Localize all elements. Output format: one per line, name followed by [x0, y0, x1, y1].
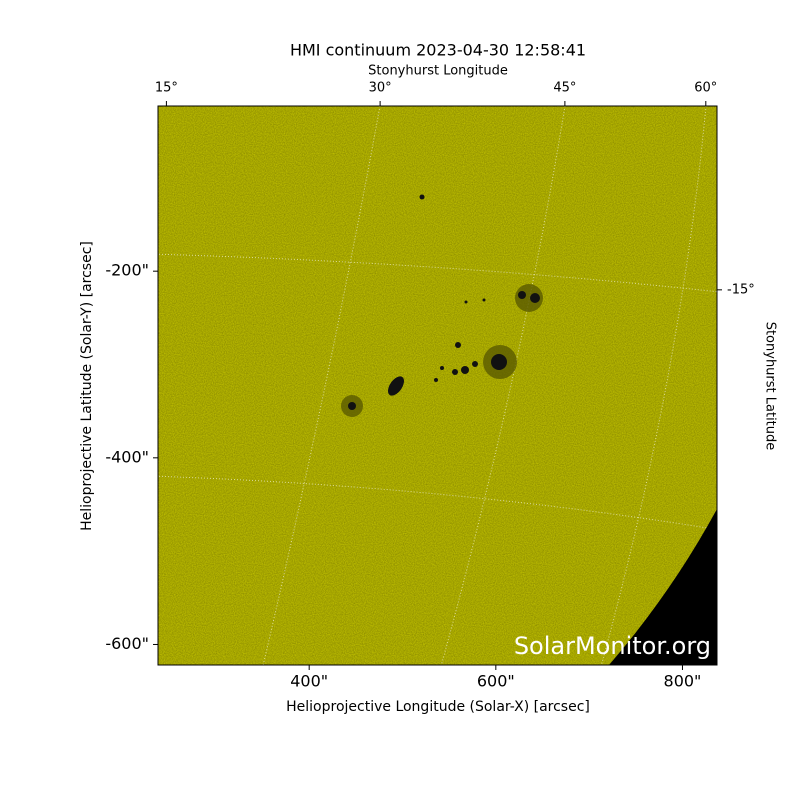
right-axis-label: Stonyhurst Latitude: [763, 322, 778, 451]
top-tick-label: 30°: [369, 81, 392, 96]
y-tick-label: -400": [105, 447, 149, 466]
top-axis-label: Stonyhurst Longitude: [368, 64, 508, 79]
y-tick-label: -200": [105, 261, 149, 280]
top-tick-label: 15°: [155, 81, 178, 96]
watermark: SolarMonitor.org: [514, 632, 711, 660]
grid: [158, 106, 717, 665]
y-tick-label: -600": [105, 634, 149, 653]
x-axis-label: Helioprojective Longitude (Solar-X) [arc…: [286, 699, 590, 715]
x-tick-label: 600": [477, 672, 515, 691]
chart-title: HMI continuum 2023-04-30 12:58:41: [290, 41, 586, 60]
lon-grid-line: [262, 106, 381, 665]
lon-grid-line: [440, 106, 566, 665]
off-disk: [609, 509, 717, 665]
top-tick-label: 45°: [553, 81, 576, 96]
top-tick-label: 60°: [694, 81, 717, 96]
sunspots: [341, 194, 543, 417]
axes-frame: [157, 105, 718, 666]
y-axis-label: Helioprojective Latitude (Solar-Y) [arcs…: [79, 241, 95, 531]
x-tick-label: 400": [290, 672, 328, 691]
image-noise: [158, 106, 717, 665]
lat-grid-line: [158, 253, 717, 293]
x-tick-label: 800": [664, 672, 702, 691]
right-tick-label: -15°: [727, 282, 755, 297]
